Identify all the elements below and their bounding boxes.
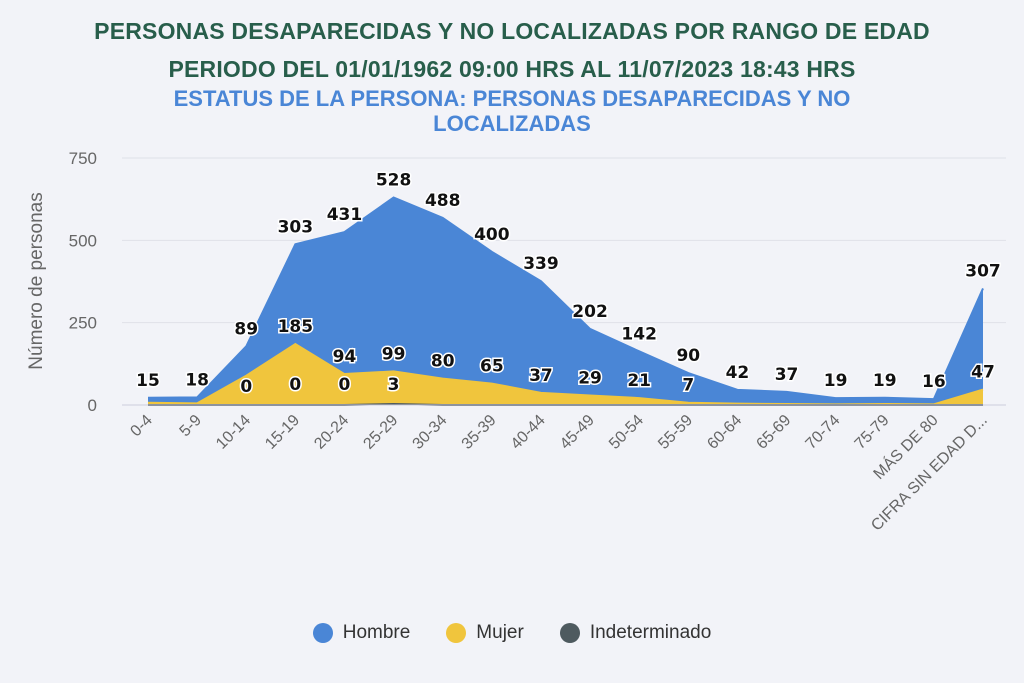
area-mujer xyxy=(148,344,983,405)
data-label-hombre-4: 431 xyxy=(327,205,363,225)
data-label-mujer-7: 65 xyxy=(480,357,504,377)
x-tick-label-10: 50-54 xyxy=(606,412,647,453)
x-tick-label-3: 15-19 xyxy=(262,412,303,453)
data-label-hombre-7: 400 xyxy=(474,225,510,245)
data-label-hombre-16: 16 xyxy=(922,372,946,392)
status-subtitle: ESTATUS DE LA PERSONA: PERSONAS DESAPARE… xyxy=(0,86,1024,136)
chart-subtitle: PERIODO DEL 01/01/1962 09:00 HRS AL 11/0… xyxy=(168,56,856,82)
data-label-hombre-1: 18 xyxy=(185,370,209,390)
data-label-hombre-6: 488 xyxy=(425,191,461,211)
area-hombre xyxy=(148,197,983,405)
data-label-hombre-9: 202 xyxy=(572,302,608,322)
data-label-indeterminado-4: 0 xyxy=(339,375,351,395)
line-hombre xyxy=(147,196,984,401)
data-label-hombre-3: 303 xyxy=(278,217,314,237)
data-label-mujer-17: 47 xyxy=(971,363,995,383)
x-tick-label-6: 30-34 xyxy=(410,412,451,453)
data-label-hombre-5: 528 xyxy=(376,171,412,191)
legend-label-mujer: Mujer xyxy=(476,622,524,643)
x-tick-label-4: 20-24 xyxy=(311,412,352,453)
y-tick-label-750: 750 xyxy=(69,149,97,168)
x-tick-label-8: 40-44 xyxy=(508,412,549,453)
legend-item-mujer[interactable]: Mujer xyxy=(446,622,524,644)
x-tick-label-12: 60-64 xyxy=(704,412,745,453)
data-label-mujer-8: 37 xyxy=(529,366,553,386)
data-label-mujer-4: 94 xyxy=(333,347,357,367)
y-tick-label-250: 250 xyxy=(69,314,97,333)
legend-marker-hombre xyxy=(312,623,333,643)
data-label-hombre-12: 42 xyxy=(726,363,750,383)
x-tick-label-0: 0-4 xyxy=(127,412,155,440)
x-tick-label-9: 45-49 xyxy=(557,412,598,453)
x-tick-label-15: 75-79 xyxy=(852,412,893,453)
x-tick-label-13: 65-69 xyxy=(753,412,794,453)
data-label-indeterminado-5: 3 xyxy=(388,375,400,395)
legend-item-hombre[interactable]: Hombre xyxy=(312,622,411,644)
chart-legend: Hombre Mujer Indeterminado xyxy=(0,622,1024,644)
x-tick-label-7: 35-39 xyxy=(459,412,500,453)
legend-marker-indeterminado xyxy=(559,623,580,643)
x-tick-label-11: 55-59 xyxy=(655,412,696,453)
data-label-hombre-17: 307 xyxy=(965,261,1001,281)
data-label-mujer-9: 29 xyxy=(578,368,602,388)
data-label-hombre-11: 90 xyxy=(676,346,700,366)
data-label-hombre-10: 142 xyxy=(621,324,657,344)
data-label-hombre-14: 19 xyxy=(824,371,848,391)
data-label-hombre-15: 19 xyxy=(873,371,897,391)
x-tick-label-14: 70-74 xyxy=(803,412,844,453)
data-label-hombre-8: 339 xyxy=(523,254,559,274)
data-label-hombre-0: 15 xyxy=(136,371,160,391)
legend-marker-mujer xyxy=(446,623,467,643)
y-axis-title: Número de personas xyxy=(26,192,47,369)
data-label-hombre-2: 89 xyxy=(234,319,258,339)
data-label-hombre-13: 37 xyxy=(775,365,799,385)
data-label-mujer-5: 99 xyxy=(382,344,406,364)
data-label-mujer-3: 185 xyxy=(278,317,314,337)
data-label-indeterminado-3: 0 xyxy=(289,375,301,395)
data-label-mujer-10: 21 xyxy=(627,371,651,391)
chart-title: PERSONAS DESAPARECIDAS Y NO LOCALIZADAS … xyxy=(94,18,930,44)
x-tick-label-5: 25-29 xyxy=(360,412,401,453)
x-tick-label-2: 10-14 xyxy=(213,412,254,453)
data-label-mujer-2: 0 xyxy=(240,377,252,397)
legend-label-indeterminado: Indeterminado xyxy=(589,622,712,643)
y-tick-label-0: 0 xyxy=(88,396,97,415)
legend-label-hombre: Hombre xyxy=(342,622,411,643)
data-label-mujer-6: 80 xyxy=(431,352,455,372)
status-line-1: ESTATUS DE LA PERSONA: PERSONAS DESAPARE… xyxy=(173,86,851,111)
y-tick-label-500: 500 xyxy=(69,231,97,250)
data-label-mujer-11: 7 xyxy=(682,376,694,396)
status-line-2: LOCALIZADAS xyxy=(433,111,591,136)
x-tick-label-1: 5-9 xyxy=(177,412,205,440)
legend-item-indeterminado[interactable]: Indeterminado xyxy=(559,622,712,644)
